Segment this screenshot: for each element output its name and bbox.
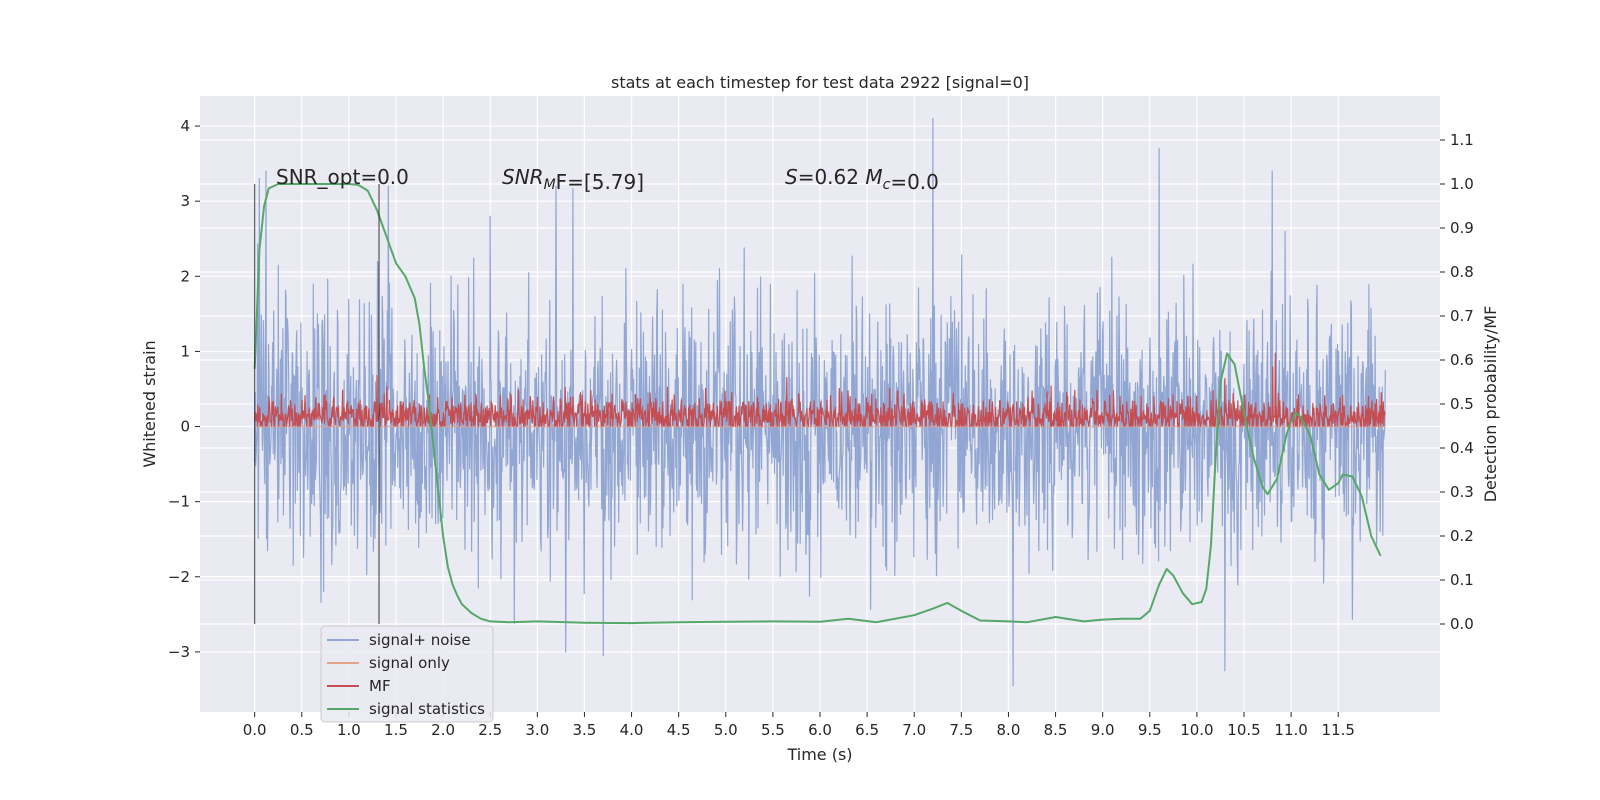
annotation-segment: SNR_opt=0.0 bbox=[276, 165, 409, 189]
x-tick-label: 9.0 bbox=[1091, 721, 1115, 739]
y-left-tick-label: 2 bbox=[180, 267, 190, 285]
y-right-tick-label: 0.8 bbox=[1450, 263, 1474, 281]
x-tick-label: 2.5 bbox=[478, 721, 502, 739]
y-right-tick-labels: 1.1 1.0 0.9 0.8 0.7 0.6 0.5 0.4 0.3 0.2 0.1 0.0 bbox=[1440, 131, 1474, 633]
legend-entry: signal+ noise bbox=[369, 631, 471, 649]
x-tick-label: 1.0 bbox=[337, 721, 361, 739]
x-tick-label: 0.5 bbox=[290, 721, 314, 739]
y-left-tick-label: −3 bbox=[168, 643, 190, 661]
annotation-segment: F=[5.79] bbox=[556, 170, 644, 194]
annotation-segment: S bbox=[785, 165, 798, 189]
x-tick-label: 5.5 bbox=[761, 721, 785, 739]
y-right-tick-label: 1.0 bbox=[1450, 175, 1474, 193]
annotation-segment: c bbox=[883, 177, 891, 193]
x-tick-label: 6.0 bbox=[808, 721, 832, 739]
y-right-tick-label: 0.6 bbox=[1450, 351, 1474, 369]
y-right-tick-label: 0.3 bbox=[1450, 483, 1474, 501]
x-tick-label: 11.5 bbox=[1322, 721, 1355, 739]
chart-title: stats at each timestep for test data 292… bbox=[611, 73, 1029, 92]
x-tick-label: 10.5 bbox=[1227, 721, 1260, 739]
y-right-tick-label: 0.0 bbox=[1450, 615, 1474, 633]
legend-entry: MF bbox=[369, 677, 391, 695]
annotation-segment: =0.0 bbox=[890, 170, 939, 194]
annotation-segment: M bbox=[544, 177, 556, 193]
x-tick-label: 5.0 bbox=[714, 721, 738, 739]
x-tick-label: 0.0 bbox=[243, 721, 267, 739]
annotation-segment: SNR bbox=[502, 165, 544, 189]
y-right-tick-label: 0.9 bbox=[1450, 219, 1474, 237]
legend-entry: signal only bbox=[369, 654, 450, 672]
x-tick-label: 4.0 bbox=[620, 721, 644, 739]
y-left-tick-label: 1 bbox=[180, 342, 190, 360]
y-left-tick-label: 4 bbox=[180, 117, 190, 135]
series-line bbox=[254, 117, 1386, 687]
x-tick-label: 7.5 bbox=[949, 721, 973, 739]
x-tick-label: 3.5 bbox=[573, 721, 597, 739]
annotation-text: SNRMF=[5.79] bbox=[502, 165, 644, 194]
series-line bbox=[253, 183, 1382, 625]
x-axis-label: Time (s) bbox=[786, 745, 852, 764]
y-left-axis-label: Whitened strain bbox=[140, 340, 159, 467]
y-right-tick-label: 1.1 bbox=[1450, 131, 1474, 149]
annotations: SNR_opt=0.0 SNRMF=[5.79] S=0.62 Mc=0.0 bbox=[276, 165, 939, 194]
x-tick-label: 8.5 bbox=[1044, 721, 1068, 739]
y-left-tick-label: 0 bbox=[180, 418, 190, 436]
x-tick-label: 8.0 bbox=[997, 721, 1021, 739]
x-tick-labels: 0.0 0.5 1.0 1.5 2.0 2.5 3.0 3.5 4.0 4.5 5.0 5.5 6.0 6… bbox=[243, 712, 1355, 739]
x-tick-label: 10.0 bbox=[1180, 721, 1213, 739]
y-left-tick-label: −1 bbox=[168, 493, 190, 511]
y-left-tick-label: 3 bbox=[180, 192, 190, 210]
x-tick-label: 3.0 bbox=[525, 721, 549, 739]
x-tick-label: 11.0 bbox=[1274, 721, 1307, 739]
y-right-tick-label: 0.7 bbox=[1450, 307, 1474, 325]
series-signal-noise bbox=[254, 117, 1386, 687]
legend: signal+ noise signal only MF signal statist… bbox=[320, 625, 494, 723]
series-line bbox=[254, 352, 1386, 427]
x-tick-label: 1.5 bbox=[384, 721, 408, 739]
y-right-axis-label: Detection probability/MF bbox=[1481, 306, 1500, 503]
annotation-segment: =0.62 bbox=[798, 165, 866, 189]
x-tick-label: 4.5 bbox=[667, 721, 691, 739]
annotation-text: SNR_opt=0.0 bbox=[276, 165, 409, 189]
legend-box bbox=[320, 625, 494, 723]
series-mf bbox=[254, 352, 1386, 427]
y-right-tick-label: 0.1 bbox=[1450, 571, 1474, 589]
y-left-tick-labels: 4 3 2 1 0 −1 −2 −3 bbox=[168, 117, 200, 661]
x-tick-label: 6.5 bbox=[855, 721, 879, 739]
series-signal-statistics bbox=[253, 183, 1382, 625]
vertical-markers bbox=[254, 184, 380, 624]
y-left-tick-label: −2 bbox=[168, 568, 190, 586]
x-tick-label: 7.0 bbox=[902, 721, 926, 739]
x-tick-label: 2.0 bbox=[431, 721, 455, 739]
y-right-tick-label: 0.2 bbox=[1450, 527, 1474, 545]
y-right-tick-label: 0.5 bbox=[1450, 395, 1474, 413]
x-tick-label: 9.5 bbox=[1138, 721, 1162, 739]
y-right-tick-label: 0.4 bbox=[1450, 439, 1474, 457]
annotation-text: S=0.62 Mc=0.0 bbox=[785, 165, 939, 194]
annotation-segment: M bbox=[865, 165, 882, 189]
legend-entry: signal statistics bbox=[369, 700, 485, 718]
